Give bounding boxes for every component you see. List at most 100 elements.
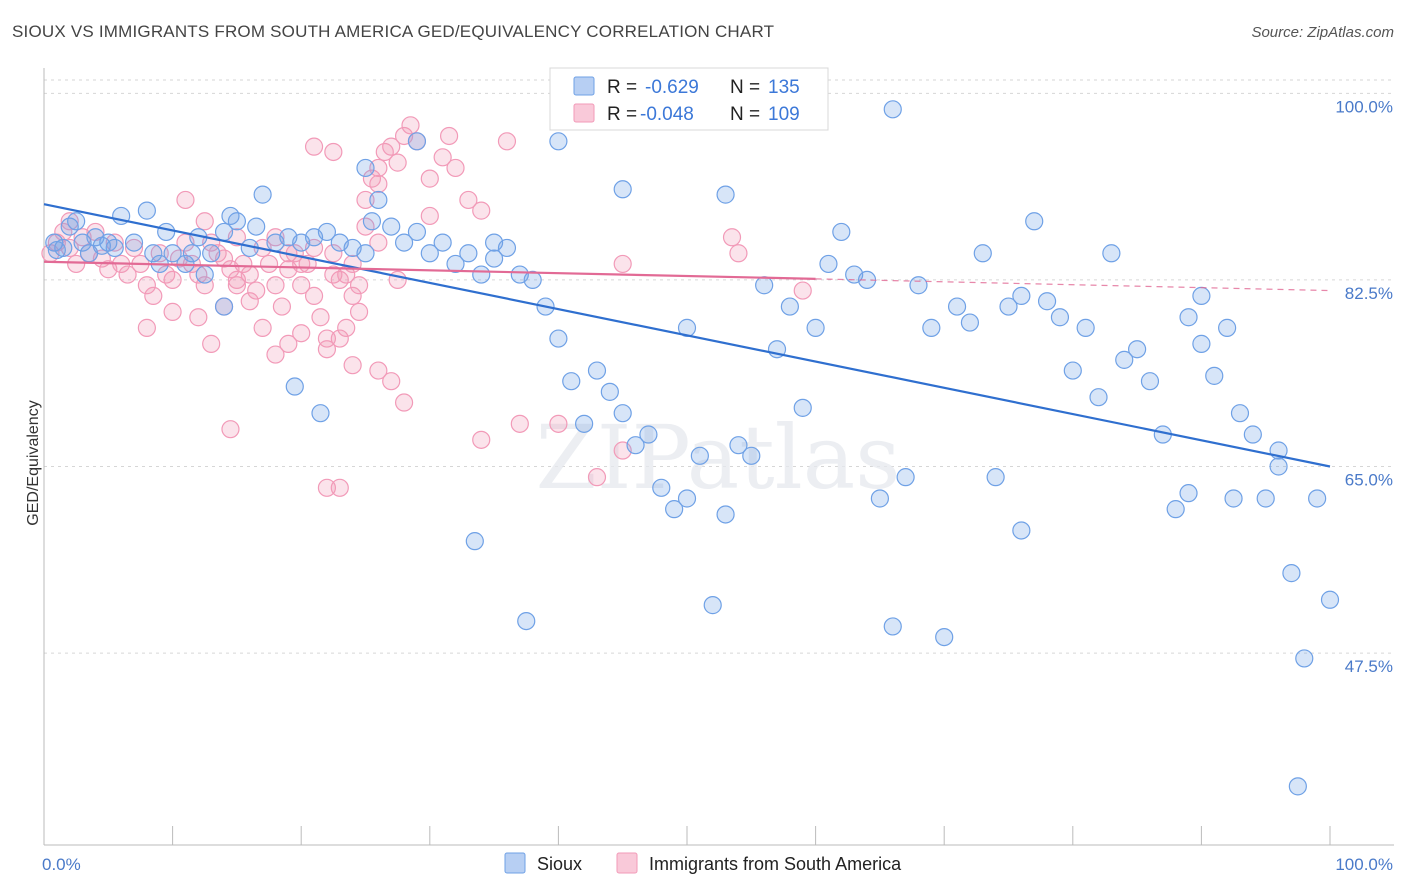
sioux-point-72 <box>806 318 825 337</box>
immigrants-point-79 <box>382 372 401 391</box>
sioux-point-64 <box>703 596 722 615</box>
sioux-point-102 <box>1192 334 1211 353</box>
immigrants-point-59 <box>433 148 452 167</box>
sioux-point-103 <box>1205 366 1224 385</box>
sioux-point-118 <box>883 100 902 119</box>
legend-n-value-sioux: 135 <box>768 77 800 98</box>
sioux-point-80 <box>909 276 928 295</box>
legend-n-label-sioux: N = <box>730 77 760 98</box>
sioux-point-41 <box>407 222 427 242</box>
sioux-point-78 <box>883 617 902 636</box>
immigrants-point-71 <box>253 318 272 337</box>
legend-r-label-immigrants: R = <box>607 104 637 125</box>
sioux-point-70 <box>780 297 799 316</box>
immigrants-point-42 <box>311 308 330 327</box>
immigrants-point-109 <box>176 190 195 210</box>
legend-r-value-sioux: -0.629 <box>645 77 699 98</box>
immigrants-point-53 <box>382 137 401 156</box>
sioux-point-117 <box>716 185 735 204</box>
sioux-point-59 <box>639 425 658 444</box>
sioux-point-67 <box>742 446 761 465</box>
immigrants-point-35 <box>266 276 285 295</box>
sioux-point-83 <box>947 297 967 316</box>
immigrants-point-65 <box>163 302 182 321</box>
immigrants-point-100 <box>266 228 285 247</box>
chart-title: SIOUX VS IMMIGRANTS FROM SOUTH AMERICA G… <box>12 22 775 41</box>
sioux-point-105 <box>1230 404 1250 423</box>
x-tick-labels: 0.0% 100.0% <box>42 855 1393 874</box>
sioux-point-12 <box>124 233 144 252</box>
sioux-point-19 <box>182 244 201 263</box>
legend-r-value-immigrants: -0.048 <box>640 104 694 125</box>
y-tick-label-2: 65.0% <box>1345 470 1393 489</box>
sioux-point-53 <box>562 372 581 391</box>
sioux-point-111 <box>1308 489 1327 508</box>
immigrants-point-48 <box>349 302 369 321</box>
immigrants-point-12 <box>118 265 137 284</box>
legend-swatch-sioux <box>573 76 595 96</box>
immigrants-point-72 <box>266 345 285 364</box>
sioux-point-52 <box>549 329 568 348</box>
legend-bottom-swatch-immigrants <box>616 852 638 874</box>
sioux-point-60 <box>652 478 671 497</box>
sioux-point-87 <box>999 297 1018 316</box>
sioux-point-74 <box>832 222 851 242</box>
immigrants-point-95 <box>439 126 459 146</box>
immigrants-point-112 <box>60 212 79 231</box>
sioux-point-93 <box>1076 318 1095 337</box>
sioux-point-127 <box>1192 286 1211 306</box>
immigrants-point-77 <box>343 356 362 375</box>
immigrants-point-15 <box>137 276 156 295</box>
immigrants-point-43 <box>317 329 337 348</box>
immigrants-point-110 <box>195 212 214 231</box>
immigrants-point-76 <box>330 329 349 348</box>
sioux-point-57 <box>613 404 632 423</box>
watermark: ZIPatlas <box>536 406 901 509</box>
sioux-point-50 <box>523 270 542 290</box>
sioux-point-36 <box>356 244 375 263</box>
sioux-point-110 <box>1295 649 1314 668</box>
immigrants-point-91 <box>722 228 742 247</box>
immigrants-point-36 <box>272 297 292 316</box>
immigrants-point-32 <box>247 281 266 300</box>
sioux-point-73 <box>819 254 838 274</box>
legend-top: R = -0.629 N = 135 R = -0.048 N = 109 <box>549 67 829 131</box>
y-tick-labels: 100.0% 82.5% 65.0% 47.5% <box>1335 97 1393 676</box>
immigrants-point-63 <box>497 132 517 151</box>
sioux-point-21 <box>195 265 214 284</box>
immigrants-point-49 <box>356 190 375 210</box>
immigrants-point-85 <box>510 414 529 433</box>
sioux-point-131 <box>1012 286 1031 306</box>
immigrants-point-64 <box>137 318 156 337</box>
grid-lines <box>44 79 1394 654</box>
trend-lines <box>43 203 1331 468</box>
sioux-point-98 <box>1140 372 1160 391</box>
immigrants-point-83 <box>330 478 349 497</box>
sioux-point-33 <box>317 222 337 242</box>
sioux-point-25 <box>227 212 246 231</box>
immigrants-point-107 <box>369 233 388 252</box>
immigrants-point-4 <box>67 254 86 274</box>
sioux-point-122 <box>311 404 330 423</box>
immigrants-point-88 <box>587 468 607 487</box>
sioux-point-14 <box>144 244 163 263</box>
immigrants-point-92 <box>613 254 632 274</box>
immigrants-point-90 <box>729 244 748 263</box>
sioux-point-106 <box>1243 425 1262 444</box>
sioux-point-101 <box>1179 308 1198 327</box>
immigrants-point-96 <box>304 137 324 156</box>
sioux-point-107 <box>1256 489 1275 508</box>
sioux-point-82 <box>935 627 954 647</box>
legend-bottom-label-sioux: Sioux <box>537 854 582 874</box>
sioux-point-89 <box>1025 212 1044 231</box>
legend-bottom-swatch-sioux <box>504 852 526 874</box>
legend-bottom-label-immigrants: Immigrants from South America <box>649 854 902 874</box>
sioux-point-113 <box>356 158 375 178</box>
sioux-point-39 <box>382 217 401 236</box>
sioux-point-126 <box>1179 484 1198 503</box>
immigrants-point-30 <box>234 254 253 274</box>
immigrants-point-41 <box>304 286 324 306</box>
sioux-point-104 <box>1218 318 1237 337</box>
trend-line-sioux <box>43 203 1331 468</box>
